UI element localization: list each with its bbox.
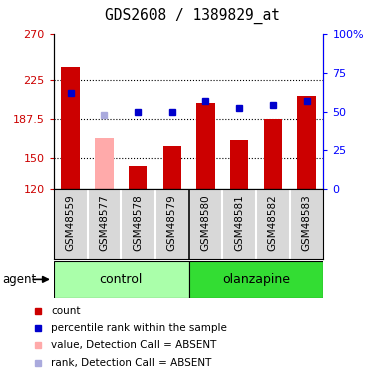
Text: control: control: [100, 273, 143, 286]
Text: GSM48579: GSM48579: [167, 194, 177, 251]
Bar: [196, 103, 215, 189]
Bar: [95, 138, 114, 189]
Text: GSM48581: GSM48581: [234, 194, 244, 251]
Text: GSM48583: GSM48583: [301, 194, 311, 251]
Text: GSM48559: GSM48559: [66, 194, 76, 251]
Text: count: count: [51, 306, 80, 315]
Text: GSM48582: GSM48582: [268, 194, 278, 251]
Text: rank, Detection Call = ABSENT: rank, Detection Call = ABSENT: [51, 358, 211, 368]
Bar: [297, 96, 316, 189]
Text: GDS2608 / 1389829_at: GDS2608 / 1389829_at: [105, 8, 280, 24]
Text: GSM48577: GSM48577: [99, 194, 109, 251]
Text: GSM48580: GSM48580: [201, 194, 211, 251]
Text: olanzapine: olanzapine: [222, 273, 290, 286]
Text: GSM48578: GSM48578: [133, 194, 143, 251]
Bar: [189, 261, 323, 298]
Bar: [264, 119, 282, 189]
Text: agent: agent: [2, 273, 36, 286]
Bar: [230, 140, 248, 189]
Bar: [162, 146, 181, 189]
Bar: [54, 261, 189, 298]
Text: percentile rank within the sample: percentile rank within the sample: [51, 323, 227, 333]
Bar: [62, 67, 80, 189]
Bar: [129, 165, 147, 189]
Text: value, Detection Call = ABSENT: value, Detection Call = ABSENT: [51, 340, 216, 350]
